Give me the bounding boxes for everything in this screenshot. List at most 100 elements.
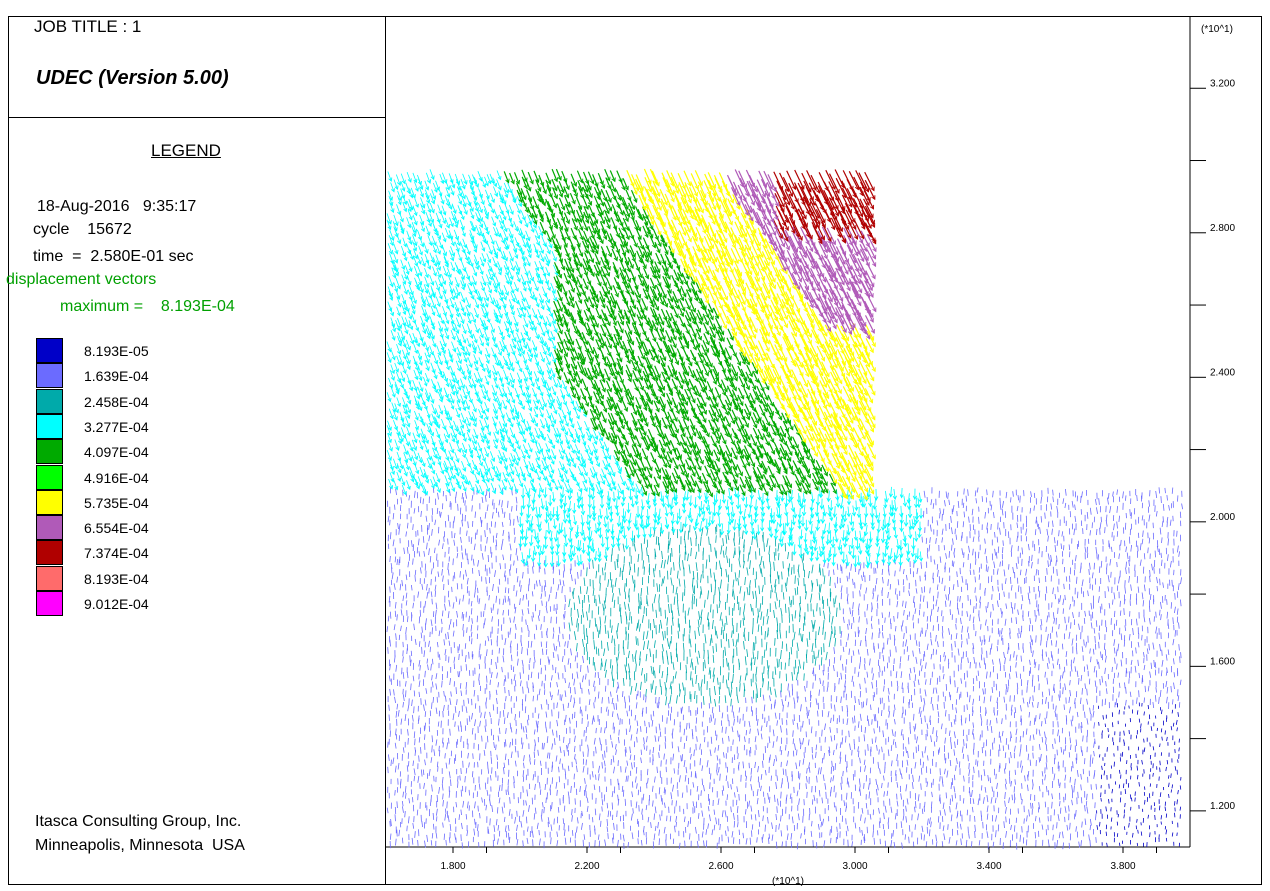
displacement-vector <box>1159 644 1161 652</box>
displacement-vector <box>955 765 957 771</box>
displacement-vector <box>446 810 449 818</box>
displacement-vector <box>413 706 415 714</box>
displacement-vector <box>765 642 768 651</box>
displacement-vector <box>948 837 951 844</box>
displacement-vector <box>713 686 716 696</box>
displacement-vector <box>822 670 824 676</box>
displacement-vector <box>545 641 548 649</box>
displacement-vector <box>937 641 939 648</box>
displacement-vector <box>1005 763 1007 770</box>
displacement-vector <box>1041 736 1044 743</box>
displacement-vector <box>881 782 883 789</box>
displacement-vector <box>1160 728 1163 733</box>
displacement-vector <box>564 665 566 672</box>
displacement-vector <box>869 813 872 820</box>
displacement-vector <box>774 666 777 675</box>
displacement-vector <box>738 829 740 836</box>
displacement-vector <box>1062 643 1064 650</box>
displacement-vector <box>488 595 490 601</box>
displacement-vector <box>643 737 645 745</box>
displacement-vector <box>478 663 481 670</box>
displacement-vector <box>557 807 560 813</box>
displacement-vector <box>588 562 591 570</box>
displacement-vector <box>448 640 451 646</box>
displacement-vector <box>892 739 895 745</box>
displacement-vector <box>782 561 784 569</box>
displacement-vector <box>976 760 979 767</box>
displacement-vector <box>1129 594 1132 601</box>
displacement-vector <box>850 622 853 630</box>
displacement-vector <box>1029 759 1032 766</box>
displacement-vector <box>1125 667 1128 674</box>
displacement-vector <box>956 757 958 764</box>
displacement-vector <box>691 729 694 737</box>
displacement-vector <box>1149 742 1151 747</box>
displacement-vector <box>426 583 428 591</box>
displacement-vector <box>423 650 426 658</box>
displacement-vector <box>1094 680 1097 687</box>
displacement-vector <box>871 681 874 689</box>
displacement-vector <box>1046 786 1048 793</box>
displacement-vector <box>604 659 607 667</box>
displacement-vector <box>652 785 654 792</box>
displacement-vector <box>953 786 956 793</box>
displacement-vector <box>1093 627 1096 634</box>
displacement-vector <box>470 624 473 632</box>
displacement-vector <box>1063 704 1065 710</box>
displacement-vector <box>716 734 718 741</box>
displacement-vector <box>727 714 729 722</box>
displacement-vector <box>926 723 929 729</box>
displacement-vector <box>900 793 902 800</box>
displacement-vector <box>695 826 697 834</box>
displacement-vector <box>863 734 866 742</box>
displacement-vector <box>854 715 856 723</box>
displacement-vector <box>612 837 614 844</box>
displacement-vector <box>628 695 631 703</box>
displacement-vector <box>520 723 523 730</box>
displacement-vector <box>786 760 788 767</box>
displacement-vector <box>633 755 636 761</box>
displacement-vector <box>467 697 470 704</box>
displacement-vector <box>411 699 413 707</box>
displacement-vector <box>576 826 578 833</box>
displacement-vector <box>586 797 589 803</box>
displacement-vector <box>611 790 614 798</box>
displacement-vector <box>950 722 953 728</box>
displacement-vector <box>810 830 813 837</box>
displacement-vector <box>584 778 586 784</box>
displacement-vector <box>448 624 451 630</box>
displacement-vector <box>552 633 555 639</box>
displacement-vector <box>1015 671 1018 678</box>
displacement-vector <box>567 658 570 665</box>
displacement-vector <box>606 826 609 833</box>
displacement-vector <box>412 602 414 609</box>
displacement-vector <box>691 662 694 670</box>
displacement-vector <box>456 583 459 590</box>
displacement-vector <box>930 735 932 743</box>
displacement-vector <box>513 674 516 681</box>
displacement-vector <box>1045 626 1047 633</box>
displacement-vector <box>1010 780 1012 787</box>
displacement-vector <box>1086 688 1088 696</box>
displacement-vector <box>851 841 853 847</box>
displacement-vector <box>1131 797 1133 802</box>
displacement-vector <box>1004 768 1006 774</box>
displacement-vector <box>603 794 606 802</box>
displacement-vector <box>1057 658 1059 665</box>
displacement-vector <box>387 647 389 654</box>
displacement-vector <box>508 689 510 696</box>
displacement-vector <box>675 586 678 595</box>
displacement-vector <box>1152 772 1154 777</box>
displacement-vector <box>830 786 832 794</box>
displacement-vector <box>750 784 753 791</box>
displacement-vector <box>637 567 639 577</box>
displacement-vector <box>1117 643 1120 651</box>
displacement-vector <box>858 778 861 786</box>
displacement-vector <box>712 654 715 663</box>
displacement-vector <box>430 757 433 763</box>
displacement-vector <box>540 624 542 630</box>
displacement-vector <box>624 798 626 806</box>
displacement-vector <box>1159 805 1161 811</box>
displacement-vector <box>903 632 905 639</box>
displacement-vector <box>921 665 923 672</box>
